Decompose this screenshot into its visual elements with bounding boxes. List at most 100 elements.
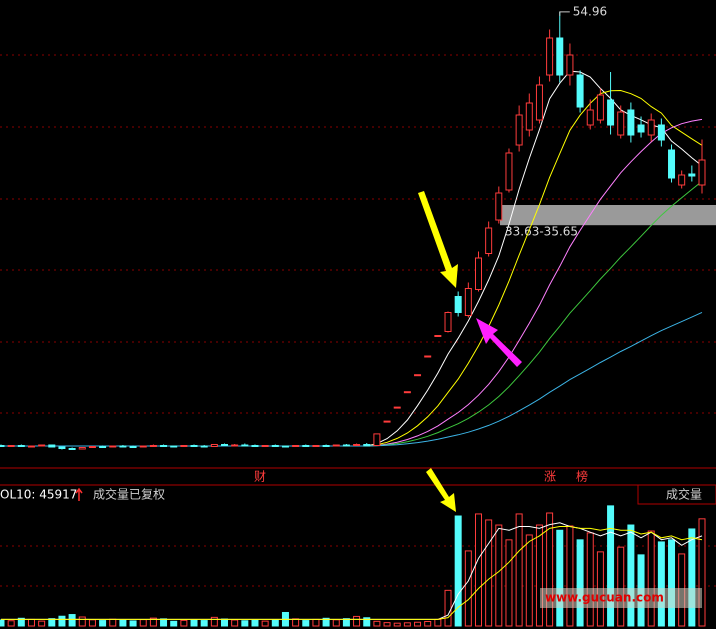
volume-bar xyxy=(109,618,117,627)
moving-average-line xyxy=(1,311,703,447)
candle-body xyxy=(221,444,229,446)
annotation-arrow xyxy=(426,468,456,512)
candle-body xyxy=(149,445,157,447)
volume-title: 成交量 xyxy=(666,487,702,502)
volume-bar xyxy=(414,621,422,627)
candle-body xyxy=(78,447,86,450)
candle-body xyxy=(58,446,66,449)
candle-body xyxy=(607,99,615,126)
volume-bar xyxy=(58,615,66,627)
volume-bar xyxy=(312,618,320,627)
volume-bar xyxy=(0,619,5,627)
candle-body xyxy=(119,445,127,448)
volume-bar xyxy=(607,505,615,627)
volume-bar xyxy=(342,618,350,627)
candle-body xyxy=(17,445,25,447)
volume-indicator: VOL10: 45917 xyxy=(0,488,77,502)
candle-body xyxy=(586,109,594,126)
volume-bar xyxy=(129,620,137,627)
candle-body xyxy=(241,444,249,447)
volume-bar xyxy=(88,619,96,627)
volume-bar xyxy=(647,530,655,627)
volume-bar xyxy=(424,620,432,627)
volume-bar xyxy=(495,524,503,627)
volume-bar xyxy=(17,617,25,627)
volume-bar xyxy=(210,616,218,627)
candle-body xyxy=(576,74,584,108)
volume-bar xyxy=(474,513,482,627)
candle-body xyxy=(261,445,269,447)
candle-body xyxy=(0,445,5,447)
candle-body xyxy=(27,445,35,448)
volume-bar xyxy=(515,513,523,627)
candle-body xyxy=(68,448,76,450)
candle-body xyxy=(48,444,56,448)
volume-bar xyxy=(241,620,249,627)
volume-bar xyxy=(139,619,147,627)
volume-bar xyxy=(27,618,35,627)
candle-body xyxy=(647,119,655,136)
volume-bar xyxy=(38,620,46,627)
candle-body xyxy=(444,312,452,332)
event-marker: 榜 xyxy=(576,469,588,484)
volume-bar xyxy=(160,618,168,627)
candle-body xyxy=(190,445,198,447)
candle-body xyxy=(546,37,554,76)
volume-bar xyxy=(170,620,178,627)
annotation-arrow xyxy=(418,191,458,288)
volume-bar xyxy=(586,532,594,627)
candle-body xyxy=(698,159,706,186)
volume-bar xyxy=(261,620,269,627)
candle-body xyxy=(485,227,493,254)
volume-note: 成交量已复权 xyxy=(93,487,165,502)
volume-bar xyxy=(617,546,625,627)
volume-bar xyxy=(221,618,229,627)
candle-body xyxy=(535,84,543,121)
candle-body xyxy=(688,173,696,177)
volume-bar xyxy=(302,620,310,627)
volume-average-line xyxy=(1,526,703,620)
candle-body xyxy=(160,445,168,447)
candle-body xyxy=(292,445,300,447)
volume-bar xyxy=(576,539,584,627)
candle-body xyxy=(515,114,523,146)
volume-bar xyxy=(698,518,706,627)
candle-body xyxy=(424,355,432,358)
candle-body xyxy=(231,444,239,447)
moving-average-line xyxy=(1,89,703,447)
volume-bar xyxy=(99,620,107,627)
volume-bar xyxy=(7,620,15,627)
candle-body xyxy=(414,374,422,377)
peak-marker xyxy=(559,11,570,16)
candle-body xyxy=(363,444,371,447)
candle-body xyxy=(353,444,361,446)
candle-body xyxy=(657,124,665,141)
candle-body xyxy=(281,445,289,448)
volume-bar xyxy=(353,615,361,627)
volume-bar xyxy=(292,618,300,627)
volume-bar xyxy=(180,619,188,627)
candle-body xyxy=(403,391,411,394)
candle-body xyxy=(495,192,503,221)
volume-bar xyxy=(556,529,564,627)
candle-body xyxy=(109,445,117,448)
candle-body xyxy=(596,94,604,121)
candle-body xyxy=(129,446,137,448)
volume-bar xyxy=(78,616,86,627)
volume-bar xyxy=(444,589,452,627)
candle-body xyxy=(210,444,218,447)
candle-body xyxy=(170,445,178,448)
candle-body xyxy=(312,445,320,447)
volume-bar xyxy=(403,622,411,627)
volume-title-box xyxy=(637,484,716,505)
peak-label: 54.96 xyxy=(573,4,607,18)
volume-bar xyxy=(464,550,472,627)
candle-body xyxy=(454,296,462,313)
candle-body xyxy=(617,111,625,136)
volume-bar xyxy=(332,619,340,627)
volume-bar xyxy=(383,622,391,627)
candle-body xyxy=(200,445,208,448)
volume-bar xyxy=(373,620,381,627)
volume-bar xyxy=(322,617,330,627)
